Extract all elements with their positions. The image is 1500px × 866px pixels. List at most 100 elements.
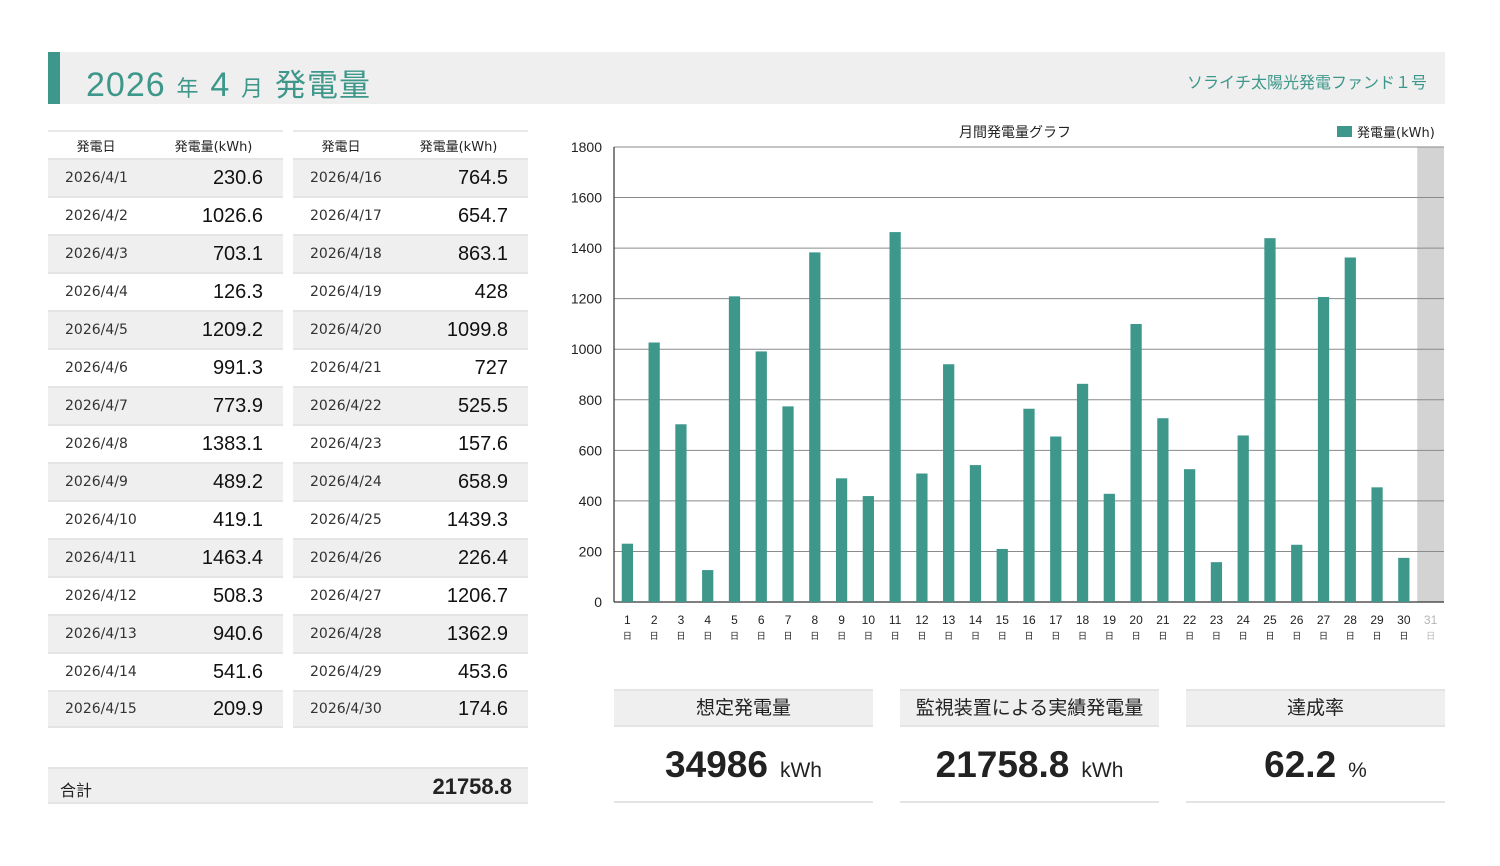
daily-table-left: 発電日 発電量(kWh) 2026/4/1 230.6 2026/4/2 1026.6… bbox=[48, 130, 283, 728]
bar bbox=[1398, 557, 1410, 602]
row-date: 2026/4/7 bbox=[65, 398, 128, 414]
daily-table-right: 発電日 発電量(kWh) 2026/4/16 764.5 2026/4/17 654.… bbox=[293, 130, 528, 728]
row-date: 2026/4/14 bbox=[65, 664, 137, 680]
kpi-actual: 監視装置による実績発電量 21758.8 kWh bbox=[900, 689, 1159, 805]
x-tick-suffix: 日 bbox=[623, 631, 632, 642]
row-date: 2026/4/2 bbox=[65, 208, 128, 224]
row-value: 863.1 bbox=[457, 242, 508, 265]
row-value: 991.3 bbox=[212, 356, 263, 379]
bar bbox=[702, 570, 714, 602]
col-output-header: 発電量(kWh) bbox=[174, 139, 253, 155]
row-date: 2026/4/23 bbox=[310, 436, 382, 452]
x-tick-suffix: 日 bbox=[1319, 631, 1328, 642]
row-value: 654.7 bbox=[457, 204, 508, 227]
kpi-expected: 想定発電量 34986 kWh bbox=[614, 689, 873, 805]
x-tick-suffix: 日 bbox=[703, 631, 712, 642]
table-header: 発電日 発電量(kWh) bbox=[48, 130, 283, 158]
x-tick-suffix: 日 bbox=[1265, 631, 1274, 642]
x-tick-label: 29 bbox=[1370, 613, 1384, 627]
x-tick-label: 9 bbox=[838, 613, 845, 627]
y-tick-label: 1400 bbox=[571, 240, 602, 256]
title-year-suffix: 年 bbox=[176, 77, 200, 102]
title-year: 2026 bbox=[86, 66, 166, 104]
chart-title: 月間発電量グラフ bbox=[959, 125, 1071, 141]
x-tick-suffix: 日 bbox=[1426, 631, 1435, 642]
table-row: 2026/4/13 940.6 bbox=[48, 614, 283, 652]
x-tick-label: 22 bbox=[1183, 613, 1197, 627]
x-tick-label: 7 bbox=[785, 613, 792, 627]
x-tick-label: 23 bbox=[1210, 613, 1224, 627]
row-value: 157.6 bbox=[457, 432, 508, 455]
bar bbox=[1371, 487, 1383, 602]
row-value: 773.9 bbox=[212, 394, 263, 417]
row-value: 230.6 bbox=[212, 166, 263, 189]
row-date: 2026/4/22 bbox=[310, 398, 382, 414]
col-output-header: 発電量(kWh) bbox=[419, 139, 498, 155]
x-tick-suffix: 日 bbox=[1158, 631, 1167, 642]
shaded-column bbox=[1417, 147, 1444, 602]
page-header: 2026 年 4 月 発電量 ソライチ太陽光発電ファンド１号 bbox=[48, 52, 1445, 104]
x-tick-suffix: 日 bbox=[1399, 631, 1408, 642]
bar bbox=[1103, 493, 1115, 602]
x-tick-label: 24 bbox=[1237, 613, 1251, 627]
x-tick-label: 12 bbox=[915, 613, 929, 627]
x-tick-suffix: 日 bbox=[1105, 631, 1114, 642]
row-value: 1209.2 bbox=[201, 318, 263, 341]
row-value: 428 bbox=[474, 280, 508, 303]
bar bbox=[1050, 436, 1062, 602]
row-value: 940.6 bbox=[212, 622, 263, 645]
row-value: 508.3 bbox=[212, 584, 263, 607]
bar bbox=[809, 252, 821, 602]
x-tick-label: 17 bbox=[1049, 613, 1063, 627]
kpi-expected-body: 34986 kWh bbox=[614, 727, 873, 803]
x-tick-suffix: 日 bbox=[1078, 631, 1087, 642]
x-tick-suffix: 日 bbox=[1132, 631, 1141, 642]
x-tick-label: 25 bbox=[1263, 613, 1277, 627]
row-value: 174.6 bbox=[457, 697, 508, 720]
table-row: 2026/4/24 658.9 bbox=[293, 462, 528, 500]
x-tick-label: 10 bbox=[862, 613, 876, 627]
table-row: 2026/4/1 230.6 bbox=[48, 158, 283, 196]
x-tick-suffix: 日 bbox=[1185, 631, 1194, 642]
table-row: 2026/4/22 525.5 bbox=[293, 386, 528, 424]
x-tick-label: 5 bbox=[731, 613, 738, 627]
bar bbox=[1184, 469, 1196, 602]
x-tick-suffix: 日 bbox=[1024, 631, 1033, 642]
bar bbox=[1317, 296, 1330, 602]
table-row: 2026/4/9 489.2 bbox=[48, 462, 283, 500]
col-date-header: 発電日 bbox=[76, 139, 116, 155]
row-date: 2026/4/9 bbox=[65, 474, 128, 490]
bar bbox=[943, 364, 955, 602]
kpi-rate-body: 62.2% bbox=[1186, 727, 1445, 803]
row-date: 2026/4/15 bbox=[65, 701, 137, 717]
row-value: 727 bbox=[474, 356, 508, 379]
bar bbox=[621, 543, 634, 602]
row-value: 209.9 bbox=[212, 697, 263, 720]
row-value: 1463.4 bbox=[201, 546, 263, 569]
row-date: 2026/4/20 bbox=[310, 322, 382, 338]
x-tick-suffix: 日 bbox=[1239, 631, 1248, 642]
x-tick-suffix: 日 bbox=[1346, 631, 1355, 642]
x-tick-label: 11 bbox=[889, 613, 902, 627]
kpi-expected-unit: kWh bbox=[779, 759, 822, 782]
x-tick-label: 26 bbox=[1290, 613, 1304, 627]
table-row: 2026/4/14 541.6 bbox=[48, 652, 283, 690]
legend-swatch bbox=[1337, 126, 1352, 137]
x-tick-suffix: 日 bbox=[730, 631, 739, 642]
y-tick-label: 1600 bbox=[571, 190, 602, 206]
page-title: 2026 年 4 月 発電量 bbox=[86, 60, 371, 105]
x-tick-label: 3 bbox=[678, 613, 685, 627]
row-date: 2026/4/19 bbox=[310, 284, 382, 300]
x-tick-suffix: 日 bbox=[864, 631, 873, 642]
monthly-output-chart: 0 200 400 600 800 1000 1200 1400 1600 1800 1 日 2 日 3 日 4… bbox=[571, 125, 1444, 642]
table-row: 2026/4/25 1439.3 bbox=[293, 500, 528, 538]
table-row: 2026/4/8 1383.1 bbox=[48, 424, 283, 462]
row-date: 2026/4/1 bbox=[65, 170, 128, 186]
x-tick-label: 14 bbox=[969, 613, 983, 627]
bar bbox=[916, 473, 928, 602]
bar bbox=[675, 424, 687, 602]
table-header: 発電日 発電量(kWh) bbox=[293, 130, 528, 158]
x-tick-label: 20 bbox=[1129, 613, 1143, 627]
row-date: 2026/4/25 bbox=[310, 512, 382, 528]
row-date: 2026/4/29 bbox=[310, 664, 382, 680]
